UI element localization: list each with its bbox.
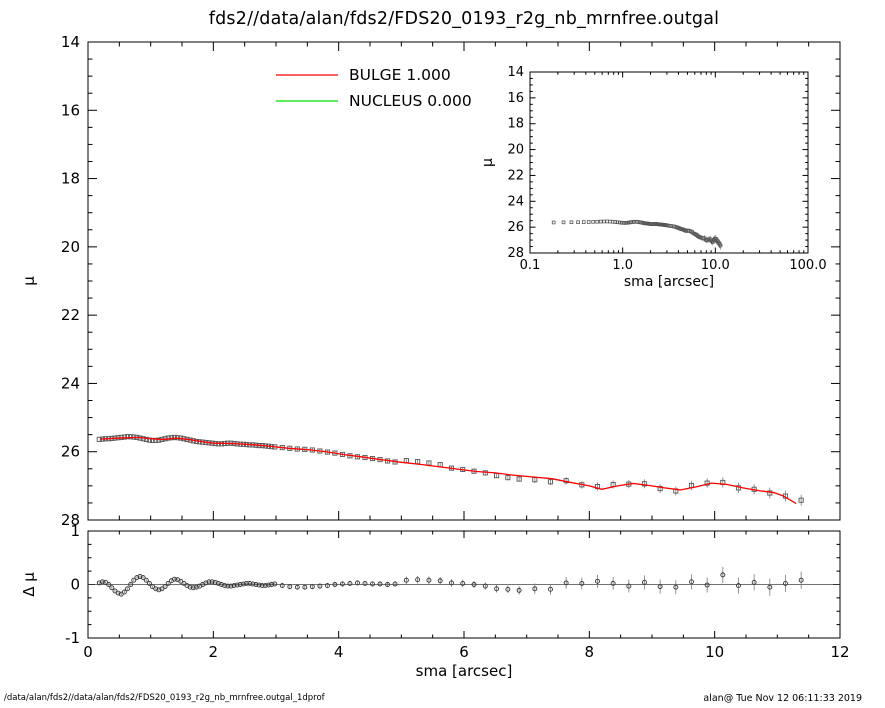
svg-text:Δ μ: Δ μ <box>20 572 38 597</box>
main-panel: 14 16 18 20 22 24 26 28 μ <box>20 33 841 529</box>
svg-text:16: 16 <box>61 101 80 119</box>
svg-text:4: 4 <box>334 643 344 661</box>
svg-text:6: 6 <box>459 643 469 661</box>
svg-text:24: 24 <box>61 374 80 392</box>
svg-text:100.0: 100.0 <box>789 258 826 273</box>
svg-text:0.1: 0.1 <box>520 258 541 273</box>
svg-text:1.0: 1.0 <box>612 258 633 273</box>
svg-text:10: 10 <box>705 643 724 661</box>
footer-user-timestamp: alan@ Tue Nov 12 06:11:33 2019 <box>703 693 862 704</box>
svg-text:18: 18 <box>507 117 524 132</box>
svg-text:14: 14 <box>61 33 80 51</box>
svg-text:26: 26 <box>507 220 524 235</box>
legend-label-0: BULGE 1.000 <box>349 66 451 84</box>
svg-text:sma [arcsec]: sma [arcsec] <box>624 274 714 290</box>
legend: BULGE 1.000 NUCLEUS 0.000 <box>276 66 472 110</box>
svg-text:8: 8 <box>585 643 595 661</box>
svg-text:0: 0 <box>70 576 80 594</box>
svg-text:28: 28 <box>507 246 524 261</box>
svg-text:20: 20 <box>507 143 524 158</box>
svg-text:24: 24 <box>507 194 524 209</box>
svg-text:22: 22 <box>507 168 524 183</box>
svg-text:18: 18 <box>61 170 80 188</box>
main-data-points <box>96 434 804 506</box>
legend-label-1: NUCLEUS 0.000 <box>349 92 472 110</box>
svg-text:0: 0 <box>83 643 93 661</box>
svg-text:2: 2 <box>209 643 219 661</box>
svg-text:sma [arcsec]: sma [arcsec] <box>416 662 513 680</box>
footer-file-path: /data/alan/fds2//data/alan/fds2/FDS20_01… <box>4 693 325 703</box>
svg-text:μ: μ <box>20 276 38 286</box>
svg-text:26: 26 <box>61 443 80 461</box>
residual-data-points <box>96 566 804 597</box>
svg-text:16: 16 <box>507 91 524 106</box>
svg-text:1: 1 <box>70 522 80 540</box>
svg-text:14: 14 <box>507 65 524 80</box>
svg-text:28: 28 <box>61 511 80 529</box>
svg-text:μ: μ <box>480 158 496 167</box>
inset-data-points <box>551 219 723 250</box>
svg-text:-1: -1 <box>65 629 80 647</box>
svg-text:20: 20 <box>61 238 80 256</box>
plot-title: fds2//data/alan/fds2/FDS20_0193_r2g_nb_m… <box>208 9 720 29</box>
svg-text:12: 12 <box>830 643 849 661</box>
svg-text:22: 22 <box>61 306 80 324</box>
inset-panel: 0.1 1.0 10.0 100.0 14 16 18 20 22 24 26 28 sma [arcs… <box>480 65 827 290</box>
svg-text:10.0: 10.0 <box>701 258 730 273</box>
bulge-model-line <box>100 436 797 505</box>
